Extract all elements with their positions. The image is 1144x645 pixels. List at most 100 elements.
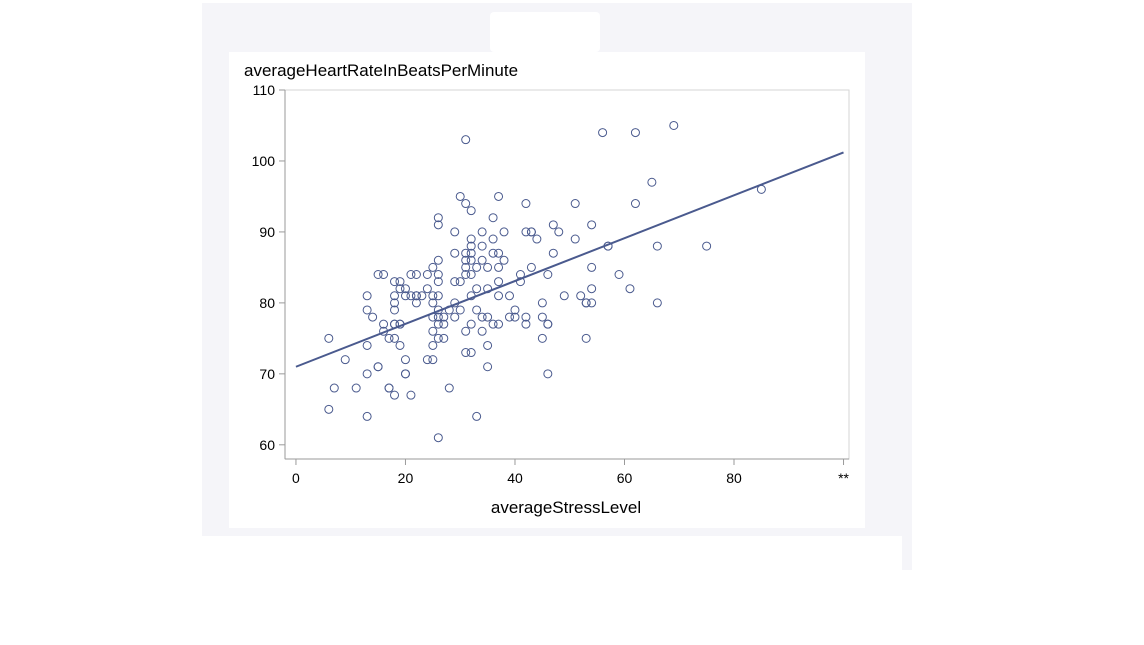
scatter-point	[433, 305, 443, 315]
scatter-point	[466, 241, 476, 251]
chart-panel: averageHeartRateInBeatsPerMinute 60 70 80 9…	[229, 52, 865, 528]
scatter-point	[422, 270, 432, 279]
scatter-point	[400, 291, 410, 301]
scatter-point	[433, 312, 443, 322]
scatter-point	[494, 277, 504, 287]
scatter-point	[390, 305, 400, 315]
x-tick-label: 20	[398, 470, 414, 486]
scatter-point	[461, 270, 471, 279]
scatter-point	[548, 248, 558, 258]
scatter-point	[428, 355, 438, 365]
scatter-point	[395, 319, 405, 329]
scatter-point	[428, 312, 438, 322]
scatter-point	[411, 291, 421, 301]
scatter-point	[477, 326, 487, 336]
scatter-point	[521, 227, 531, 237]
scatter-point	[510, 312, 520, 322]
scatter-point	[417, 291, 427, 301]
scatter-point	[461, 248, 471, 258]
scatter-point	[444, 305, 454, 315]
scatter-point	[428, 291, 438, 301]
scatter-point	[466, 319, 476, 329]
scatter-point	[603, 241, 613, 251]
scatter-point	[477, 227, 487, 237]
scatter-point	[455, 191, 465, 201]
scatter-point	[625, 284, 635, 294]
scatter-point	[505, 312, 515, 322]
scatter-point	[450, 248, 460, 258]
scatter-point	[422, 284, 432, 294]
scatter-point	[756, 184, 766, 194]
scatter-point	[406, 270, 416, 279]
scatter-point	[702, 241, 712, 251]
scatter-point	[515, 270, 525, 279]
scatter-point	[400, 355, 410, 365]
scatter-point	[461, 326, 471, 336]
scatter-chart: averageHeartRateInBeatsPerMinute 60 70 80 9…	[244, 61, 850, 517]
scatter-point	[510, 305, 520, 315]
scatter-point	[466, 291, 476, 301]
scatter-point	[587, 298, 597, 308]
scatter-point	[362, 305, 372, 315]
scatter-point	[390, 291, 400, 301]
chart-title: averageHeartRateInBeatsPerMinute	[244, 61, 518, 80]
scatter-point	[433, 319, 443, 329]
scatter-point	[630, 199, 640, 209]
y-tick-label: 110	[253, 82, 276, 98]
scatter-point	[390, 390, 400, 400]
scatter-point	[362, 369, 372, 379]
scatter-point	[570, 234, 580, 244]
scatter-point	[395, 277, 405, 287]
scatter-point	[362, 411, 372, 421]
x-tick-label: 80	[726, 470, 742, 486]
scatter-point	[466, 248, 476, 258]
scatter-point	[466, 348, 476, 358]
scatter-point	[477, 312, 487, 322]
scatter-point	[505, 291, 515, 301]
scatter-point	[433, 333, 443, 343]
scatter-point	[466, 234, 476, 244]
scatter-point	[477, 241, 487, 251]
figure-footer-gap	[202, 536, 904, 570]
scatter-point	[488, 319, 498, 329]
scatter-point	[488, 248, 498, 258]
scatter-point	[477, 255, 487, 265]
scatter-point	[450, 312, 460, 322]
scatter-point	[554, 227, 564, 237]
scatter-point	[428, 340, 438, 350]
scatter-point	[433, 255, 443, 265]
scatter-point	[652, 298, 662, 308]
scatter-point	[329, 383, 339, 393]
x-tick-label: 40	[507, 470, 523, 486]
plot-area-frame	[284, 89, 850, 460]
scatter-point	[362, 291, 372, 301]
scatter-point	[581, 333, 591, 343]
scatter-point	[428, 298, 438, 308]
scatter-point	[455, 277, 465, 287]
x-axis-label: averageStressLevel	[491, 498, 641, 517]
scatter-point	[532, 234, 542, 244]
scatter-point	[461, 348, 471, 358]
scatter-point	[587, 220, 597, 230]
scatter-point	[521, 312, 531, 322]
scatter-point	[521, 319, 531, 329]
y-tick-label: 100	[252, 153, 276, 169]
regression-line	[295, 151, 844, 368]
scatter-point	[461, 255, 471, 265]
y-tick-label: 70	[259, 366, 275, 382]
scatter-point	[461, 262, 471, 272]
scatter-point	[466, 206, 476, 216]
y-axis: 60 70 80 90 100 110	[252, 82, 285, 453]
scatter-point	[379, 326, 389, 336]
scatter-point	[543, 369, 553, 379]
scatter-point	[488, 213, 498, 223]
scatter-point	[400, 369, 410, 379]
scatter-point	[362, 340, 372, 350]
scatter-point	[466, 270, 476, 279]
scatter-point	[390, 277, 400, 287]
scatter-point	[450, 298, 460, 308]
scatter-point	[570, 199, 580, 209]
scatter-point	[351, 383, 361, 393]
scatter-point	[400, 284, 410, 294]
scatter-point	[439, 319, 449, 329]
